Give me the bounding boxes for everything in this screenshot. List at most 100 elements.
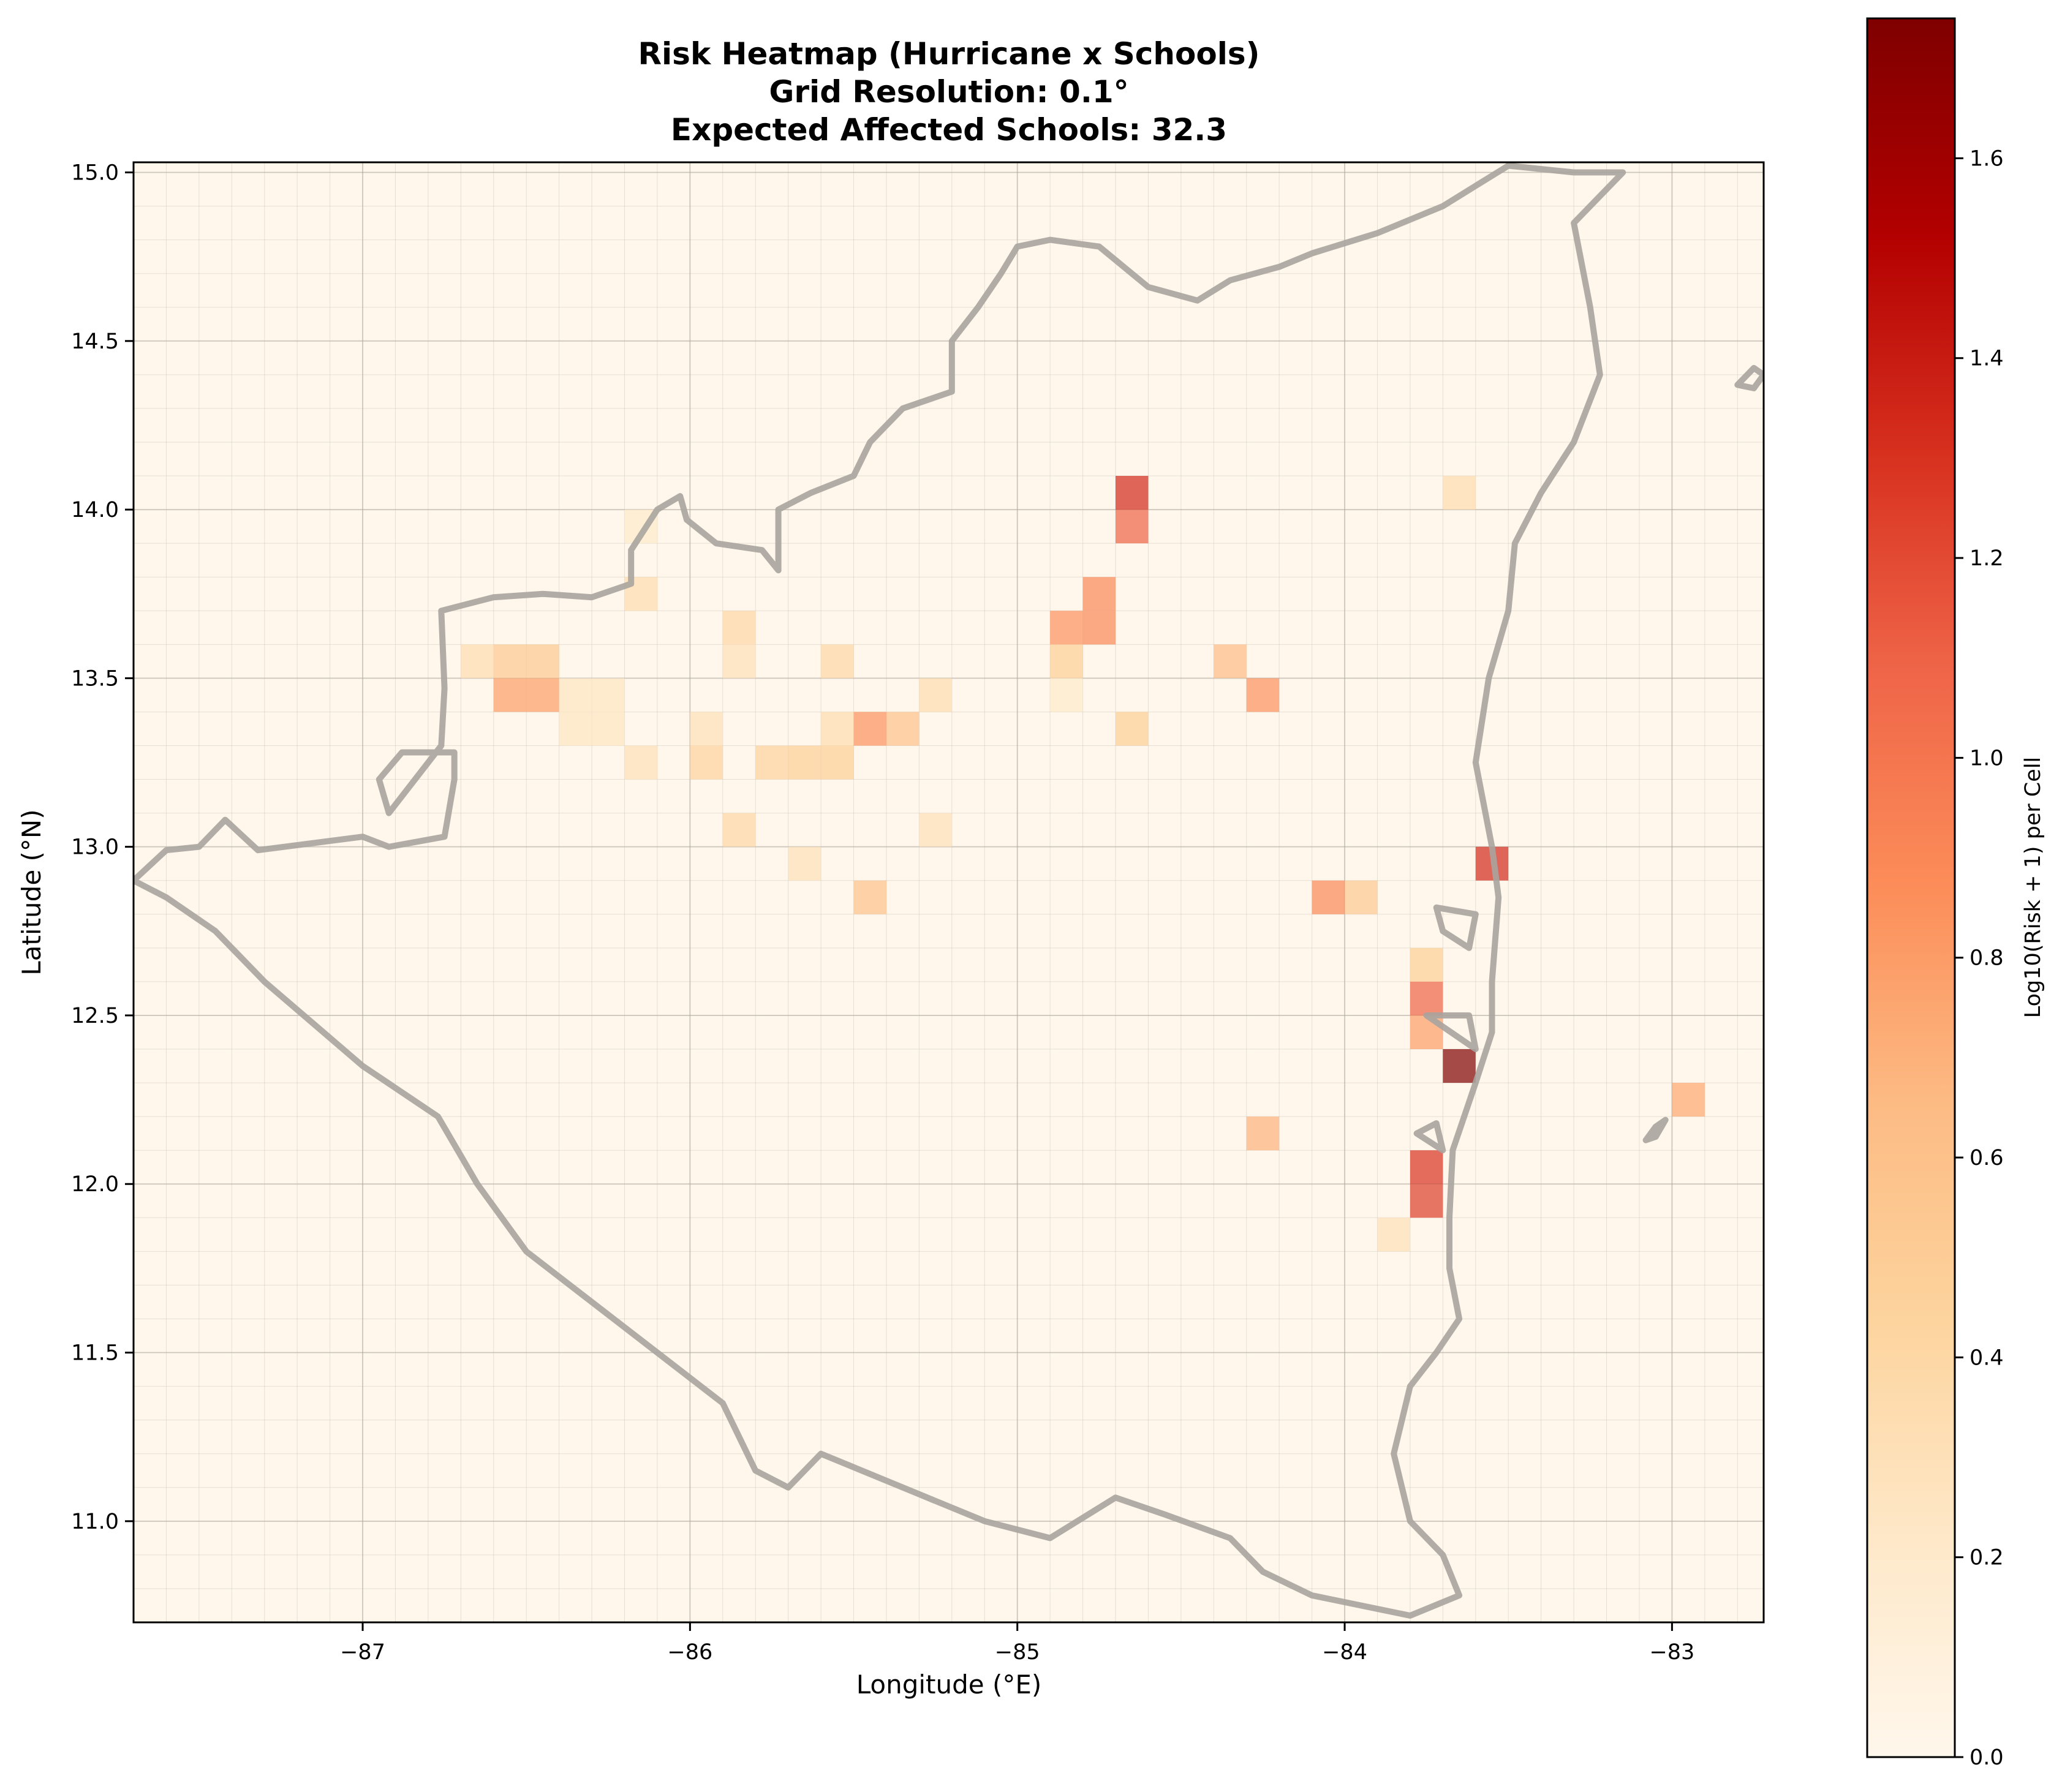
heatmap-cell bbox=[788, 745, 821, 780]
x-tick-label: −83 bbox=[1649, 1640, 1694, 1665]
colorbar-tick-label: 0.0 bbox=[1969, 1745, 2004, 1770]
y-tick-label: 11.0 bbox=[71, 1510, 119, 1534]
y-tick-label: 14.0 bbox=[71, 498, 119, 522]
heatmap-cell bbox=[526, 678, 559, 712]
colorbar-tick-label: 1.2 bbox=[1969, 546, 2004, 571]
colorbar-tick: 0.4 bbox=[1955, 1346, 2004, 1370]
heatmap-cell bbox=[821, 712, 854, 746]
title-line-3: Expected Affected Schools: 32.3 bbox=[671, 112, 1227, 148]
x-tick-label: −84 bbox=[1322, 1640, 1367, 1665]
colorbar-tick-label: 0.2 bbox=[1969, 1546, 2004, 1570]
heatmap-cell bbox=[1410, 1184, 1443, 1218]
heatmap-cell bbox=[919, 678, 952, 712]
heatmap-cell bbox=[461, 644, 494, 679]
heatmap-cell bbox=[788, 846, 821, 881]
heatmap-cell bbox=[886, 712, 920, 746]
y-tick-label: 12.5 bbox=[71, 1004, 119, 1028]
x-tick: −87 bbox=[340, 1622, 385, 1665]
y-axis: 11.0 11.5 12.0 12.5 13.0 13.5 14.0 14.5 … bbox=[71, 161, 134, 1534]
y-tick-label: 14.5 bbox=[71, 329, 119, 354]
heatmap-cell bbox=[1246, 1116, 1280, 1151]
heatmap-cell bbox=[1377, 1218, 1410, 1252]
island-outline bbox=[1433, 904, 1479, 951]
y-tick: 15.0 bbox=[71, 161, 134, 186]
heatmap-cell bbox=[853, 880, 886, 914]
title-line-1: Risk Heatmap (Hurricane x Schools) bbox=[638, 36, 1260, 72]
heatmap-cell bbox=[1246, 678, 1280, 712]
title-line-2: Grid Resolution: 0.1° bbox=[769, 74, 1128, 110]
island-outline bbox=[1423, 1012, 1479, 1052]
y-tick-label: 12.0 bbox=[71, 1172, 119, 1197]
colorbar-tick-label: 1.6 bbox=[1969, 146, 2004, 171]
y-tick: 11.5 bbox=[71, 1341, 134, 1366]
heatmap-cell bbox=[592, 678, 625, 712]
heatmap-cell bbox=[1345, 880, 1378, 914]
x-tick: −83 bbox=[1649, 1622, 1694, 1665]
x-axis: −87 −86 −85 −84 −83 bbox=[340, 1622, 1694, 1665]
y-axis-label: Latitude (°N) bbox=[17, 809, 47, 975]
heatmap-cell bbox=[821, 745, 854, 780]
plot-frame bbox=[132, 161, 1765, 1624]
heatmap-cell bbox=[1082, 611, 1116, 645]
chart-title: Risk Heatmap (Hurricane x Schools) Grid … bbox=[638, 36, 1260, 148]
colorbar-tick: 0.2 bbox=[1955, 1546, 2004, 1570]
colorbar-tick: 0.0 bbox=[1955, 1745, 2004, 1770]
island-outline bbox=[1642, 1116, 1669, 1143]
heatmap-cell bbox=[1214, 644, 1247, 679]
y-tick: 14.0 bbox=[71, 498, 134, 522]
colorbar-tick-label: 1.0 bbox=[1969, 746, 2004, 770]
x-tick: −85 bbox=[995, 1622, 1040, 1665]
heatmap-cell bbox=[1410, 981, 1443, 1015]
heatmap-cell bbox=[755, 745, 788, 780]
heatmap-cell bbox=[526, 644, 559, 679]
colorbar-tick: 1.0 bbox=[1955, 746, 2004, 770]
y-tick: 12.0 bbox=[71, 1172, 134, 1197]
heatmap-cell bbox=[1050, 611, 1083, 645]
heatmap-cell bbox=[1410, 947, 1443, 982]
heatmap-cell bbox=[592, 712, 625, 746]
heatmap-cell bbox=[821, 644, 854, 679]
heatmap-cells bbox=[461, 476, 1705, 1252]
heatmap-cell bbox=[722, 644, 756, 679]
x-tick: −86 bbox=[667, 1622, 712, 1665]
island-outline bbox=[1734, 364, 1764, 391]
colorbar-tick: 1.2 bbox=[1955, 546, 2004, 571]
colorbar-tick-label: 1.4 bbox=[1969, 347, 2004, 371]
heatmap-cell bbox=[1116, 510, 1149, 544]
heatmap-cell bbox=[1443, 1049, 1476, 1083]
colorbar-tick-label: 0.6 bbox=[1969, 1146, 2004, 1170]
heatmap-cell bbox=[1082, 577, 1116, 611]
colorbar-tick-label: 0.4 bbox=[1969, 1346, 2004, 1370]
heatmap-cell bbox=[493, 644, 527, 679]
x-axis-label: Longitude (°E) bbox=[856, 1670, 1042, 1700]
colorbar-label: Log10(Risk + 1) per Cell bbox=[2021, 757, 2045, 1018]
colorbar: 0.0 0.2 0.4 0.6 0.8 1.0 1.2 1.4 1.6 Log1… bbox=[1866, 17, 2045, 1770]
x-tick-label: −87 bbox=[340, 1640, 385, 1665]
y-tick: 13.5 bbox=[71, 666, 134, 691]
plot-area bbox=[132, 161, 1765, 1624]
heatmap-cell bbox=[722, 611, 756, 645]
heatmap-cell bbox=[559, 712, 592, 746]
y-tick: 11.0 bbox=[71, 1510, 134, 1534]
y-tick-label: 13.0 bbox=[71, 835, 119, 860]
heatmap-cell bbox=[1312, 880, 1345, 914]
heatmap-cell bbox=[493, 678, 527, 712]
heatmap-cell bbox=[1672, 1083, 1705, 1117]
colorbar-gradient bbox=[1866, 17, 1956, 1758]
plot-background bbox=[134, 162, 1764, 1622]
island-outline bbox=[1413, 1120, 1446, 1154]
heatmap-cell bbox=[690, 712, 723, 746]
heatmap-cell bbox=[722, 813, 756, 847]
heatmap-cell bbox=[624, 745, 657, 780]
y-tick-label: 15.0 bbox=[71, 161, 119, 186]
colorbar-tick: 0.8 bbox=[1955, 946, 2004, 971]
heatmap-cell bbox=[853, 712, 886, 746]
x-tick-label: −86 bbox=[667, 1640, 712, 1665]
heatmap-cell bbox=[919, 813, 952, 847]
y-tick: 12.5 bbox=[71, 1004, 134, 1028]
x-tick: −84 bbox=[1322, 1622, 1367, 1665]
heatmap-cell bbox=[1443, 476, 1476, 510]
y-tick: 14.5 bbox=[71, 329, 134, 354]
y-tick-label: 11.5 bbox=[71, 1341, 119, 1366]
